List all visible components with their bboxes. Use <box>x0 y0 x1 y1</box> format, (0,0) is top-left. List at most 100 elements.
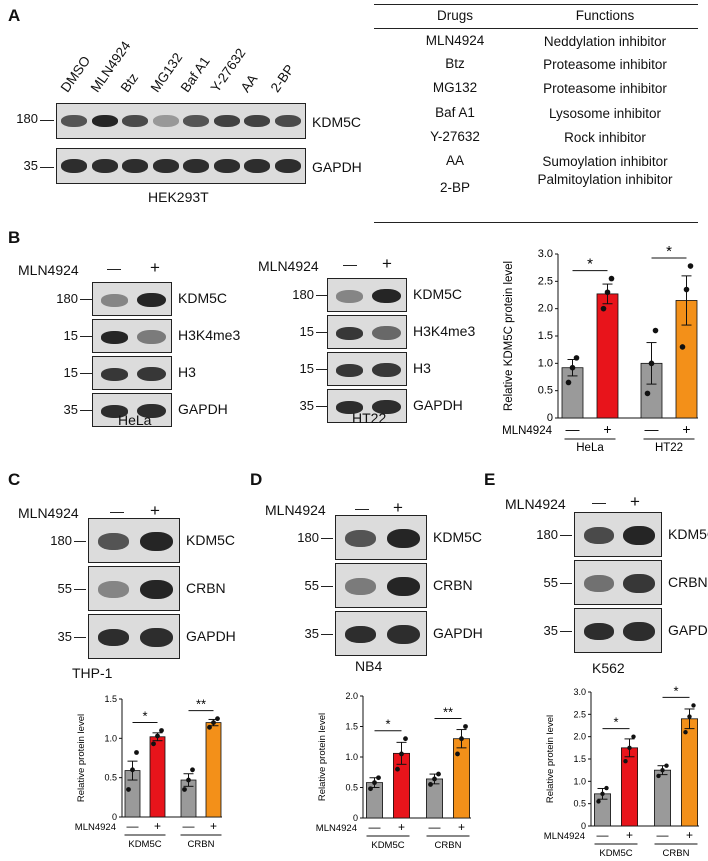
significance-star: * <box>142 708 147 723</box>
cell-line-label: HEK293T <box>148 189 209 205</box>
protein-band <box>345 578 377 596</box>
protein-band <box>137 403 166 419</box>
blot-strip <box>92 393 172 427</box>
y-tick-label: 2.0 <box>345 691 358 701</box>
y-tick-label: 0 <box>112 812 117 822</box>
table-cell-function: Palmitoylation inhibitor <box>537 172 673 187</box>
mw-tick <box>40 167 54 168</box>
table-cell-drug: MLN4924 <box>425 33 485 48</box>
protein-band <box>98 581 130 599</box>
table-bottom-rule <box>374 222 698 223</box>
protein-band <box>583 575 614 593</box>
mw-tick <box>321 633 333 635</box>
protein-label: CRBN <box>668 573 708 590</box>
bar <box>680 718 698 827</box>
y-tick-label: 3.0 <box>538 248 553 260</box>
table-cell-function: Lysosome inhibitor <box>548 106 662 121</box>
protein-label: GAPDH <box>312 159 362 175</box>
protein-label: KDM5C <box>178 290 228 306</box>
treatment-label: MLN4924 <box>18 262 79 278</box>
treatment-row-label: MLN4924 <box>75 822 116 833</box>
treatment-label: MLN4924 <box>18 505 79 521</box>
data-point <box>190 767 195 773</box>
table-cell-drug: MG132 <box>432 80 478 95</box>
protein-band <box>372 399 401 415</box>
protein-band <box>213 115 240 127</box>
y-tick-label: 0.5 <box>573 799 586 809</box>
data-point <box>368 786 373 792</box>
protein-band <box>139 627 173 648</box>
data-point <box>207 724 212 730</box>
treatment-mark: — <box>657 828 669 842</box>
panel-label-a: A <box>8 6 21 25</box>
protein-band <box>61 115 87 127</box>
data-point <box>432 776 437 782</box>
y-tick-label: 2.5 <box>538 275 553 287</box>
group-label: KDM5C <box>371 840 404 851</box>
protein-band <box>91 115 118 127</box>
y-tick-label: 1.0 <box>538 357 553 369</box>
blot-strip <box>92 319 172 353</box>
significance-star: * <box>666 243 672 260</box>
data-point <box>211 720 216 725</box>
minus-sign: — <box>107 260 121 276</box>
mw-marker: 180 <box>56 291 78 306</box>
plus-sign: + <box>393 498 403 517</box>
data-point <box>399 751 404 757</box>
y-tick-label: 2.5 <box>573 709 586 719</box>
treatment-mark: — <box>597 828 609 842</box>
mw-tick <box>316 332 328 333</box>
data-point <box>182 787 187 792</box>
y-tick-label: 2.0 <box>573 732 586 742</box>
protein-band <box>336 326 364 340</box>
blot-strip <box>327 389 407 423</box>
table-cell-function: Proteasome inhibitor <box>543 81 667 96</box>
treatment-mark: + <box>682 421 690 437</box>
y-tick-label: 1.0 <box>345 752 358 762</box>
treatment-mark: + <box>626 828 633 842</box>
data-point <box>656 773 661 779</box>
cell-line-label: HT22 <box>352 410 387 426</box>
data-point <box>186 777 191 783</box>
bar <box>621 747 639 827</box>
blot-strip <box>327 315 407 349</box>
blot-strip <box>92 282 172 316</box>
y-tick-label: 3.0 <box>573 687 586 697</box>
chart-b: 0 0.5 1.0 1.5 2.0 2.5 3.0 Relative KDM5C protei… <box>502 243 698 454</box>
treatment-label: MLN4924 <box>265 502 326 518</box>
data-point <box>376 775 381 781</box>
protein-label: KDM5C <box>312 114 362 130</box>
protein-band <box>183 159 209 173</box>
data-point <box>126 787 131 792</box>
mw-marker: 15 <box>299 324 314 339</box>
group-label: KDM5C <box>128 839 161 850</box>
protein-band <box>139 579 173 600</box>
y-tick-label: 0 <box>353 813 358 823</box>
protein-band <box>386 528 420 549</box>
protein-band <box>91 159 118 173</box>
data-point <box>428 782 433 787</box>
significance-star: * <box>613 715 618 730</box>
protein-band <box>336 363 364 377</box>
plus-sign: + <box>382 254 392 273</box>
bar <box>205 722 222 818</box>
treatment-mark: — <box>369 820 381 834</box>
data-point <box>679 344 686 350</box>
y-tick-label: 1.5 <box>538 330 553 342</box>
treatment-mark: + <box>686 828 693 842</box>
blot-strip <box>574 608 662 653</box>
data-point <box>644 390 651 397</box>
blot-strip <box>88 614 180 659</box>
table-cell-drug: AA <box>445 153 464 168</box>
chart-d: 0 0.5 1.0 1.5 2.0 Relative protein level — + — + M… <box>316 691 471 851</box>
table-header-rule <box>374 28 698 29</box>
mw-marker: 35 <box>543 622 558 638</box>
significance-star: * <box>673 683 678 698</box>
data-point <box>463 724 468 729</box>
mw-tick <box>560 630 572 632</box>
protein-band <box>274 115 301 127</box>
mw-marker: 15 <box>299 361 314 376</box>
protein-label: KDM5C <box>186 531 236 548</box>
blot-kdm5c <box>56 103 306 139</box>
data-point <box>459 736 464 742</box>
